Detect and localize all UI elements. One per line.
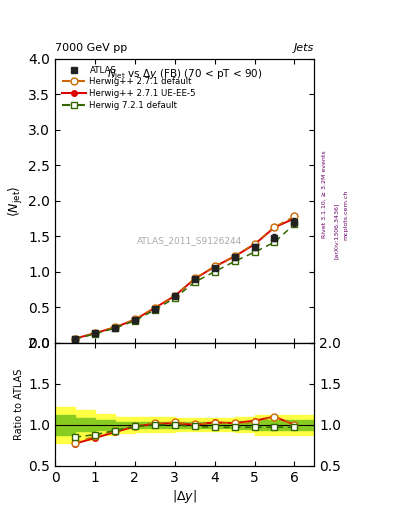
Text: $N_\mathrm{jet}$ vs $\Delta y$ (FB) (70 < pT < 90): $N_\mathrm{jet}$ vs $\Delta y$ (FB) (70 …: [107, 68, 263, 82]
Text: [arXiv:1306.3436]: [arXiv:1306.3436]: [334, 202, 338, 259]
Text: mcplots.cern.ch: mcplots.cern.ch: [343, 190, 348, 240]
Text: 7000 GeV pp: 7000 GeV pp: [55, 42, 127, 53]
Text: Jets: Jets: [294, 42, 314, 53]
Y-axis label: Ratio to ATLAS: Ratio to ATLAS: [14, 369, 24, 440]
Y-axis label: $\langle N_\mathrm{jet}\rangle$: $\langle N_\mathrm{jet}\rangle$: [7, 185, 26, 217]
Text: ATLAS_2011_S9126244: ATLAS_2011_S9126244: [137, 236, 242, 245]
Legend: ATLAS, Herwig++ 2.7.1 default, Herwig++ 2.7.1 UE-EE-5, Herwig 7.2.1 default: ATLAS, Herwig++ 2.7.1 default, Herwig++ …: [59, 63, 199, 112]
X-axis label: $|\Delta y|$: $|\Delta y|$: [172, 487, 197, 504]
Text: Rivet 3.1.10, ≥ 3.2M events: Rivet 3.1.10, ≥ 3.2M events: [322, 151, 327, 239]
